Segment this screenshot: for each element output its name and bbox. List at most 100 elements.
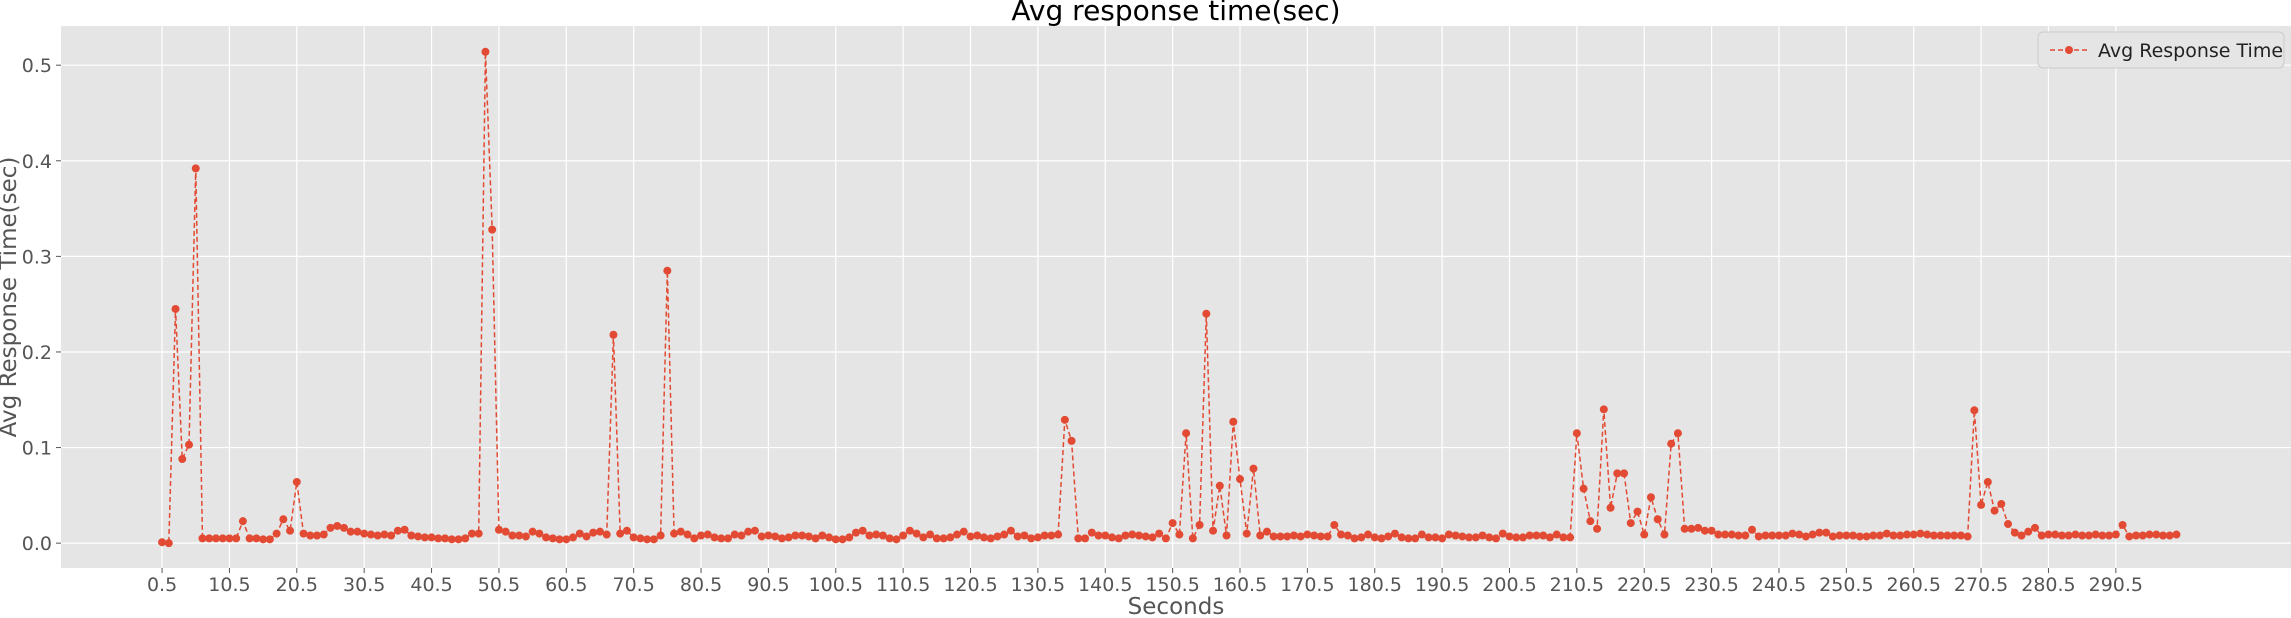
x-tick-label: 180.5 (1348, 574, 1402, 596)
data-point (1566, 533, 1575, 542)
data-point (447, 535, 456, 544)
data-point (2172, 530, 2181, 539)
data-point (953, 530, 962, 539)
data-point (771, 532, 780, 541)
data-point (1828, 532, 1837, 541)
y-axis-title: Avg Response Time(sec) (0, 157, 22, 438)
data-point (1478, 531, 1487, 540)
data-point (252, 534, 261, 543)
data-point (1545, 533, 1554, 542)
data-point (744, 527, 753, 536)
data-point (555, 535, 564, 544)
data-point (360, 529, 369, 538)
data-point (1518, 533, 1527, 542)
data-point (326, 523, 335, 532)
data-point (784, 533, 793, 542)
data-point (1761, 531, 1770, 540)
x-tick-label: 100.5 (809, 574, 863, 596)
data-point (548, 534, 557, 543)
data-point (1862, 532, 1871, 541)
data-point (1626, 519, 1635, 528)
data-point (1168, 519, 1177, 528)
data-point (1512, 533, 1521, 542)
data-point (1882, 529, 1891, 538)
data-point (703, 530, 712, 539)
data-point (1889, 531, 1898, 540)
data-point (1108, 533, 1116, 542)
x-axis-title: Seconds (1128, 594, 1225, 618)
data-point (1276, 532, 1285, 541)
data-point (2132, 531, 2141, 540)
data-point (1027, 534, 1036, 543)
data-point (420, 533, 429, 542)
data-point (528, 527, 537, 536)
data-point (1956, 531, 1965, 540)
data-point (1539, 531, 1548, 540)
data-point (791, 531, 800, 540)
data-point (1680, 524, 1689, 533)
data-point (1559, 533, 1568, 542)
data-point (1660, 530, 1669, 539)
data-point (1599, 405, 1608, 414)
data-point (899, 531, 908, 540)
x-axis-ticks: 0.5 10.5 20.5 30.5 40.5 50.5 60.5 70.5 80.5 90.5 1… (147, 568, 2143, 596)
data-point (1970, 406, 1979, 415)
data-point (2051, 530, 2060, 539)
data-point (1822, 528, 1831, 537)
legend-entry-label: Avg Response Time (2098, 40, 2283, 62)
data-point (2138, 531, 2147, 540)
data-point (1653, 515, 1662, 524)
data-point (1936, 531, 1945, 540)
data-point (589, 528, 598, 537)
data-point (905, 526, 914, 535)
data-point (818, 531, 827, 540)
data-point (730, 530, 739, 539)
data-point (804, 532, 813, 541)
data-point (926, 530, 935, 539)
data-point (1269, 532, 1278, 541)
data-point (1188, 534, 1197, 543)
data-point (912, 529, 921, 538)
data-point (1458, 532, 1467, 541)
data-point (1283, 532, 1292, 541)
data-point (1134, 531, 1143, 540)
data-point (1343, 531, 1352, 540)
x-tick-label: 80.5 (680, 574, 722, 596)
data-point (205, 534, 214, 543)
data-point (1155, 529, 1164, 538)
data-point (2165, 531, 2174, 540)
data-point (865, 531, 874, 540)
data-point (2071, 530, 2080, 539)
data-point (602, 530, 611, 539)
x-tick-label: 170.5 (1280, 574, 1334, 596)
data-point (1411, 534, 1420, 543)
x-tick-label: 190.5 (1415, 574, 1469, 596)
data-point (1876, 531, 1885, 540)
data-point (1788, 529, 1797, 538)
data-point (1006, 526, 1015, 535)
data-point (750, 526, 759, 535)
data-point (346, 527, 355, 536)
x-tick-label: 200.5 (1482, 574, 1536, 596)
data-point (393, 526, 402, 535)
data-point (2158, 531, 2167, 540)
y-tick-label: 0.4 (22, 151, 52, 173)
data-point (1222, 531, 1231, 540)
data-point (2044, 530, 2053, 539)
x-tick-label: 270.5 (1954, 574, 2008, 596)
data-point (333, 521, 342, 530)
x-tick-label: 240.5 (1752, 574, 1806, 596)
data-point (1444, 530, 1453, 539)
data-point (400, 525, 409, 534)
data-point (1492, 534, 1501, 543)
data-point (1835, 531, 1844, 540)
data-point (313, 531, 322, 540)
data-point (1364, 530, 1373, 539)
data-point (2105, 531, 2114, 540)
data-point (1195, 520, 1204, 529)
data-point (1633, 507, 1642, 516)
x-tick-label: 30.5 (343, 574, 385, 596)
data-point (380, 530, 389, 539)
data-point (1909, 530, 1918, 539)
data-point (407, 531, 416, 540)
